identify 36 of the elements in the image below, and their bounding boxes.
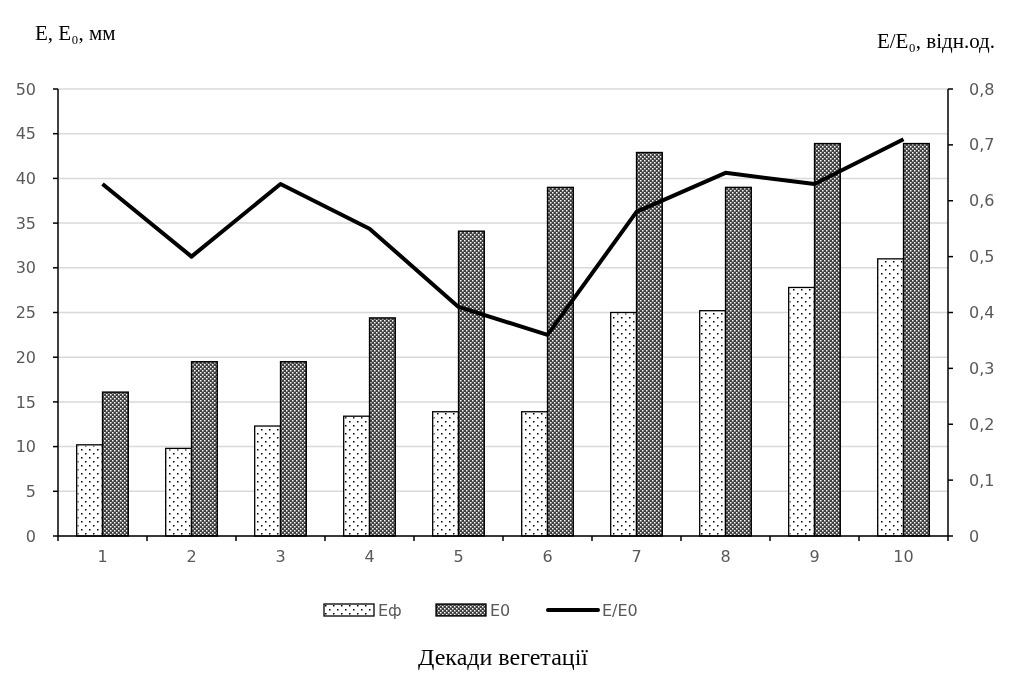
y-axis-title: E, E₀, мм bbox=[35, 21, 116, 45]
x-tick-label: 3 bbox=[275, 547, 286, 566]
legend-label: E0 bbox=[490, 600, 511, 620]
x-tick-label: 6 bbox=[542, 547, 553, 566]
x-tick-label: 5 bbox=[453, 547, 464, 566]
y-tick-label: 45 bbox=[15, 124, 36, 144]
x-tick-label: 7 bbox=[631, 547, 642, 566]
x-tick-label: 8 bbox=[720, 547, 731, 566]
y2-tick-label: 0,6 bbox=[969, 191, 995, 211]
legend-label: Eф bbox=[378, 600, 402, 620]
y2-tick-label: 0,1 bbox=[969, 470, 995, 490]
x-axis-title: Декади вегетації bbox=[418, 644, 589, 670]
y2-axis-title: E/E₀, відн.од. bbox=[876, 29, 995, 53]
x-tick-label: 1 bbox=[97, 547, 108, 566]
y2-tick-label: 0,8 bbox=[969, 79, 995, 99]
y2-tick-label: 0,2 bbox=[969, 414, 995, 434]
y-tick-label: 15 bbox=[15, 392, 36, 412]
y2-tick-label: 0,3 bbox=[969, 358, 995, 378]
y2-tick-label: 0,5 bbox=[969, 247, 995, 267]
legend-label: E/E0 bbox=[602, 600, 638, 620]
y-tick-label: 25 bbox=[15, 303, 36, 323]
y-tick-label: 35 bbox=[15, 213, 36, 233]
y2-tick-label: 0,4 bbox=[969, 303, 995, 323]
y2-tick-label: 0,7 bbox=[969, 135, 995, 155]
y-tick-label: 30 bbox=[15, 258, 36, 278]
y-tick-label: 10 bbox=[15, 437, 36, 457]
y-tick-label: 0 bbox=[25, 526, 36, 546]
x-tick-label: 9 bbox=[809, 547, 820, 566]
x-tick-label: 4 bbox=[364, 547, 375, 566]
x-tick-label: 2 bbox=[186, 547, 197, 566]
y-tick-label: 5 bbox=[25, 481, 36, 501]
y-tick-label: 50 bbox=[15, 79, 36, 99]
y-tick-label: 40 bbox=[15, 169, 36, 188]
x-tick-label: 10 bbox=[893, 547, 914, 566]
y2-tick-label: 0 bbox=[969, 526, 980, 546]
y-tick-label: 20 bbox=[15, 347, 36, 367]
